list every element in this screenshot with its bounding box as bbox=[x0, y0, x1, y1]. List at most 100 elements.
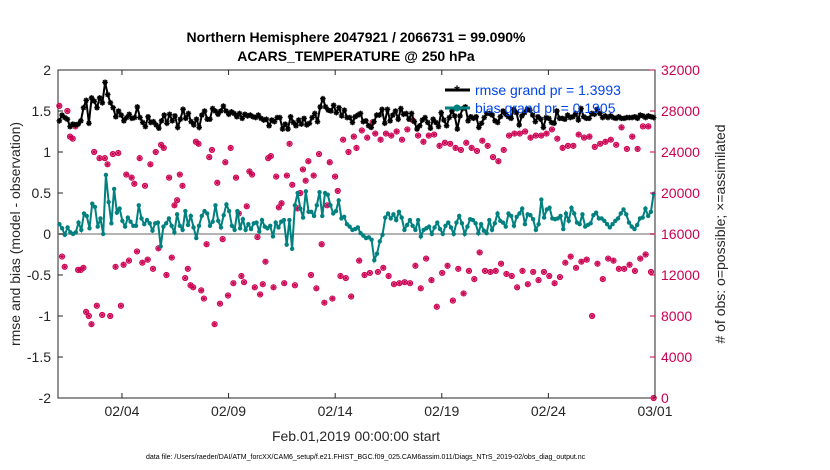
bias-point bbox=[207, 223, 213, 228]
obs-assimilated-point bbox=[153, 149, 159, 155]
bias-point bbox=[298, 206, 303, 211]
rmse-point bbox=[217, 108, 224, 114]
bias-point bbox=[188, 213, 194, 219]
obs-assimilated-point bbox=[67, 134, 73, 140]
obs-assimilated-point bbox=[230, 280, 236, 286]
bias-point bbox=[435, 220, 440, 225]
y-right-tick-label: 8000 bbox=[661, 308, 692, 324]
bias-point bbox=[621, 207, 626, 212]
rmse-point bbox=[387, 118, 393, 124]
bias-point bbox=[84, 213, 89, 219]
rmse-point bbox=[650, 114, 657, 121]
obs-assimilated-point bbox=[434, 304, 440, 310]
bias-point bbox=[191, 225, 196, 230]
bias-point bbox=[500, 220, 506, 225]
rmse-point bbox=[295, 117, 302, 123]
rmse-point bbox=[290, 119, 297, 126]
obs-assimilated-point bbox=[388, 133, 394, 139]
rmse-point bbox=[309, 114, 315, 121]
rmse-point bbox=[473, 113, 479, 120]
rmse-point bbox=[422, 114, 428, 121]
bias-point bbox=[478, 221, 484, 227]
x-tick-label: 02/24 bbox=[531, 403, 566, 419]
bias-point bbox=[155, 220, 161, 225]
obs-assimilated-point bbox=[626, 262, 633, 268]
rmse-point bbox=[78, 118, 84, 124]
bias-point bbox=[76, 220, 81, 225]
bias-point bbox=[528, 212, 533, 218]
obs-assimilated-point bbox=[589, 313, 595, 319]
obs-assimilated-point bbox=[610, 258, 617, 264]
obs-assimilated-point bbox=[345, 149, 352, 155]
obs-assimilated-point bbox=[257, 291, 263, 298]
bias-point bbox=[273, 220, 278, 225]
rmse-point bbox=[196, 124, 202, 131]
bias-point bbox=[459, 221, 465, 226]
obs-assimilated-point bbox=[404, 126, 410, 133]
rmse-point bbox=[355, 112, 361, 118]
rmse-point bbox=[126, 111, 133, 118]
bias-point bbox=[114, 210, 120, 215]
rmse-point bbox=[648, 113, 654, 120]
bias-point bbox=[374, 251, 380, 256]
bias-point bbox=[495, 211, 500, 216]
obs-assimilated-point bbox=[460, 290, 467, 297]
rmse-point bbox=[303, 122, 310, 128]
bias-point bbox=[205, 211, 210, 216]
obs-assimilated-point bbox=[337, 273, 344, 279]
rmse-point bbox=[239, 115, 246, 122]
obs-assimilated-point bbox=[142, 183, 148, 189]
bias-point bbox=[292, 203, 298, 208]
bias-point bbox=[547, 205, 552, 210]
obs-assimilated-point bbox=[629, 134, 635, 140]
obs-assimilated-point bbox=[120, 262, 127, 268]
bias-point bbox=[462, 231, 467, 237]
bias-point bbox=[57, 221, 62, 227]
rmse-point bbox=[314, 118, 321, 125]
obs-assimilated-point bbox=[123, 171, 129, 178]
obs-assimilated-point bbox=[420, 139, 427, 145]
bias-point bbox=[489, 227, 495, 233]
obs-assimilated-point bbox=[190, 284, 196, 290]
bias-point bbox=[377, 239, 382, 244]
obs-assimilated-point bbox=[442, 140, 448, 146]
obs-assimilated-point bbox=[592, 144, 598, 150]
obs-assimilated-point bbox=[493, 268, 499, 274]
obs-assimilated-point bbox=[640, 123, 646, 129]
rmse-point bbox=[83, 97, 90, 104]
bias-point bbox=[604, 221, 610, 227]
bias-point bbox=[336, 198, 341, 203]
obs-assimilated-point bbox=[348, 293, 354, 300]
obs-assimilated-point bbox=[145, 257, 151, 263]
rmse-point bbox=[502, 111, 509, 118]
obs-assimilated-point bbox=[546, 273, 552, 279]
obs-assimilated-point bbox=[415, 133, 421, 139]
bias-point bbox=[300, 215, 306, 220]
obs-assimilated-point bbox=[70, 136, 76, 142]
obs-assimilated-point bbox=[252, 284, 258, 290]
bias-point bbox=[492, 221, 497, 226]
bias-point bbox=[509, 213, 514, 219]
obs-assimilated-point bbox=[383, 130, 389, 137]
obs-assimilated-point bbox=[359, 127, 365, 134]
rmse-point bbox=[225, 111, 232, 118]
rmse-point bbox=[338, 113, 345, 119]
obs-assimilated-point bbox=[238, 273, 244, 279]
rmse-point bbox=[478, 120, 485, 127]
bias-series bbox=[57, 172, 656, 265]
obs-assimilated-point bbox=[616, 266, 622, 272]
rmse-point bbox=[365, 122, 372, 129]
obs-assimilated-point bbox=[225, 292, 231, 299]
obs-assimilated-point bbox=[131, 181, 137, 187]
obs-assimilated-point bbox=[78, 267, 84, 273]
rmse-point bbox=[94, 104, 100, 111]
rmse-point bbox=[285, 126, 291, 132]
rmse-point bbox=[621, 115, 627, 122]
rmse-point bbox=[287, 113, 294, 120]
data-file-footnote: data file: /Users/raeder/DAI/ATM_forcXX/… bbox=[146, 454, 586, 461]
bias-point bbox=[454, 220, 459, 225]
bias-point bbox=[448, 225, 454, 230]
obs-assimilated-point bbox=[112, 264, 119, 270]
obs-assimilated-point bbox=[343, 275, 349, 281]
rmse-point bbox=[465, 118, 471, 124]
